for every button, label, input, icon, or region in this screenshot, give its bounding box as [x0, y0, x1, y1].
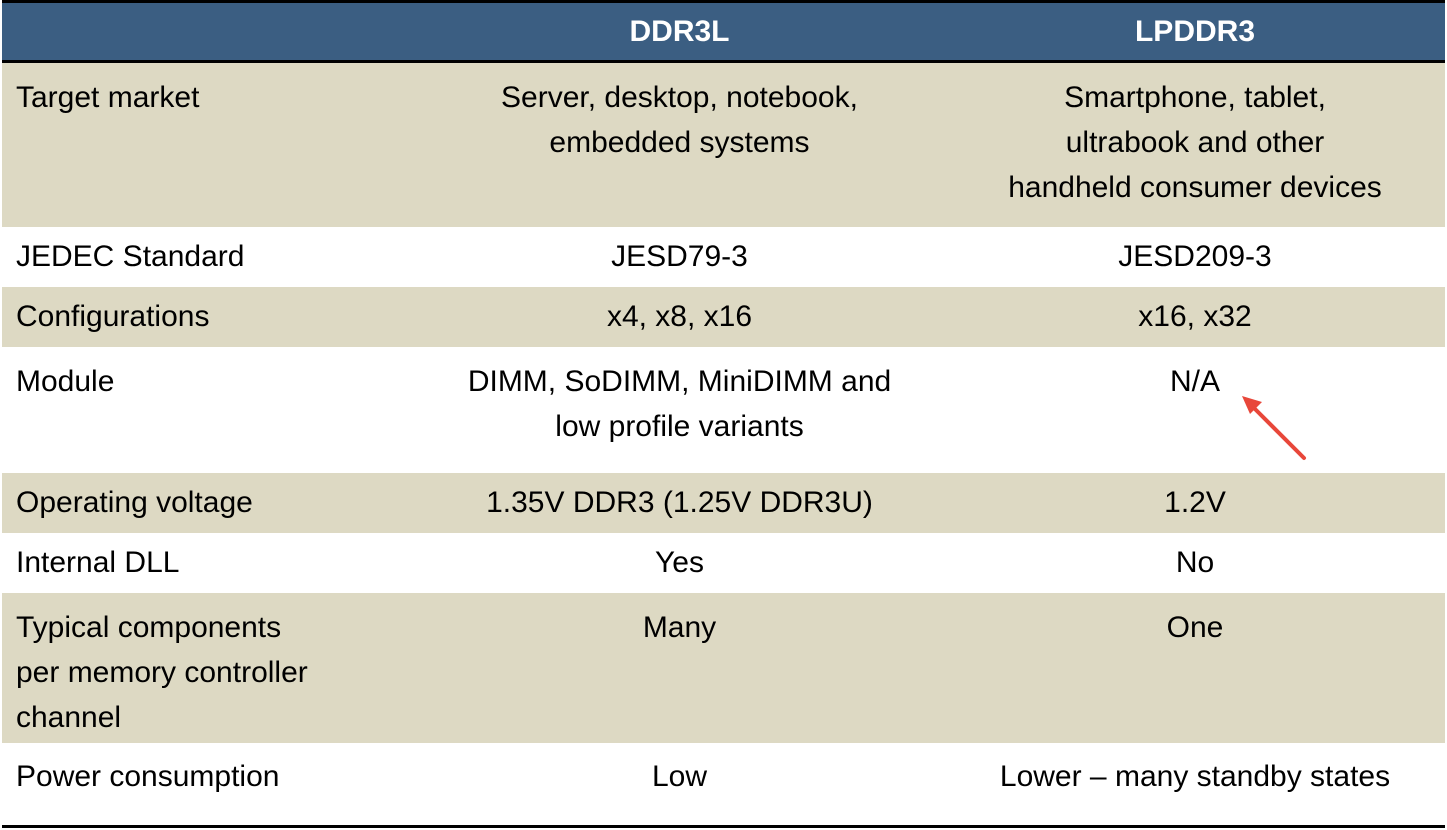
row-label-module: Module: [2, 347, 414, 473]
row-label-configurations: Configurations: [2, 287, 414, 347]
value-line: ultrabook and other: [1065, 126, 1325, 159]
table-row: Operating voltage 1.35V DDR3 (1.25V DDR3…: [2, 472, 1445, 533]
table-row: Configurations x4, x8, x16 x16, x32: [2, 286, 1445, 347]
cell-lpddr3-target-market: Smartphone, tablet, ultrabook and other …: [945, 62, 1445, 227]
value-line: N/A: [1169, 364, 1220, 398]
table-row: Module DIMM, SoDIMM, MiniDIMM and low pr…: [2, 346, 1445, 473]
label-line: JEDEC Standard: [16, 240, 245, 273]
value-line: Smartphone, tablet,: [1064, 81, 1326, 114]
value-line: handheld consumer devices: [1008, 171, 1382, 204]
row-label-power-consumption: Power consumption: [2, 742, 414, 828]
value-line: Server, desktop, notebook,: [501, 81, 858, 114]
table-row: Power consumption Low Lower – many stand…: [2, 742, 1445, 828]
value-line: x4, x8, x16: [606, 300, 753, 333]
value-line: Lower – many standby states: [999, 760, 1391, 794]
label-line: Operating voltage: [16, 486, 253, 519]
table-row: Internal DLL Yes No: [2, 532, 1445, 593]
label-line: Module: [16, 364, 115, 398]
table-row: Target market Server, desktop, notebook,…: [2, 61, 1445, 227]
cell-ddr3l-module: DIMM, SoDIMM, MiniDIMM and low profile v…: [414, 347, 945, 473]
label-line: Typical components: [16, 610, 282, 644]
value-line: 1.35V DDR3 (1.25V DDR3U): [486, 486, 873, 519]
row-label-internal-dll: Internal DLL: [2, 533, 414, 593]
cell-ddr3l-internal-dll: Yes: [414, 533, 945, 593]
cell-ddr3l-operating-voltage: 1.35V DDR3 (1.25V DDR3U): [414, 473, 945, 533]
row-label-operating-voltage: Operating voltage: [2, 473, 414, 533]
label-line: channel: [16, 700, 122, 734]
value-line: Yes: [655, 546, 704, 579]
row-label-jedec-standard: JEDEC Standard: [2, 227, 414, 287]
cell-ddr3l-typical-components: Many: [414, 593, 945, 743]
row-label-typical-components: Typical components per memory controller…: [2, 593, 414, 743]
label-line: Power consumption: [16, 760, 280, 794]
table-header: DDR3L LPDDR3: [2, 0, 1445, 63]
cell-lpddr3-operating-voltage: 1.2V: [945, 473, 1445, 533]
cell-lpddr3-internal-dll: No: [945, 533, 1445, 593]
row-label-target-market: Target market: [2, 62, 414, 227]
header-cell-ddr3l: DDR3L: [414, 0, 945, 63]
cell-lpddr3-typical-components: One: [945, 593, 1445, 743]
value-line: No: [1175, 546, 1215, 579]
value-line: x16, x32: [1138, 300, 1252, 333]
table-body: Target market Server, desktop, notebook,…: [2, 61, 1445, 828]
cell-lpddr3-module: N/A: [945, 347, 1445, 473]
header-cell-empty: [2, 0, 414, 63]
value-line: embedded systems: [549, 126, 810, 159]
label-line: Target market: [16, 81, 200, 114]
table-row: Typical components per memory controller…: [2, 592, 1445, 743]
value-line: DIMM, SoDIMM, MiniDIMM and: [467, 364, 892, 398]
value-line: 1.2V: [1164, 486, 1226, 519]
value-line: Many: [642, 610, 717, 644]
value-line: One: [1166, 610, 1224, 644]
value-line: JESD79-3: [611, 240, 748, 273]
value-line: Low: [651, 760, 708, 794]
header-cell-lpddr3: LPDDR3: [945, 0, 1445, 63]
cell-ddr3l-configurations: x4, x8, x16: [414, 287, 945, 347]
label-line: Internal DLL: [16, 546, 180, 579]
table-row: JEDEC Standard JESD79-3 JESD209-3: [2, 226, 1445, 287]
label-line: Configurations: [16, 300, 210, 333]
cell-lpddr3-configurations: x16, x32: [945, 287, 1445, 347]
cell-ddr3l-jedec-standard: JESD79-3: [414, 227, 945, 287]
cell-ddr3l-target-market: Server, desktop, notebook, embedded syst…: [414, 62, 945, 227]
cell-ddr3l-power-consumption: Low: [414, 742, 945, 828]
value-line: JESD209-3: [1118, 240, 1272, 273]
label-line: per memory controller: [16, 655, 308, 689]
value-line: low profile variants: [555, 409, 804, 443]
header-row: DDR3L LPDDR3: [2, 0, 1445, 63]
cell-lpddr3-power-consumption: Lower – many standby states: [945, 742, 1445, 828]
cell-lpddr3-jedec-standard: JESD209-3: [945, 227, 1445, 287]
